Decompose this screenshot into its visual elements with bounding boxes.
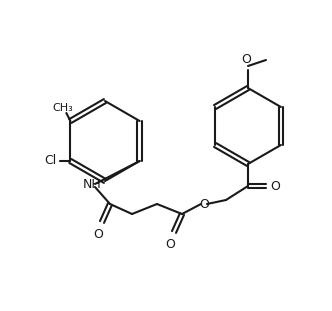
Text: O: O [165,238,175,251]
Text: O: O [93,228,103,241]
Text: Cl: Cl [44,155,56,168]
Text: CH₃: CH₃ [52,103,73,113]
Text: O: O [270,179,280,193]
Text: NH: NH [83,178,101,191]
Text: O: O [199,197,209,211]
Text: O: O [241,53,251,66]
